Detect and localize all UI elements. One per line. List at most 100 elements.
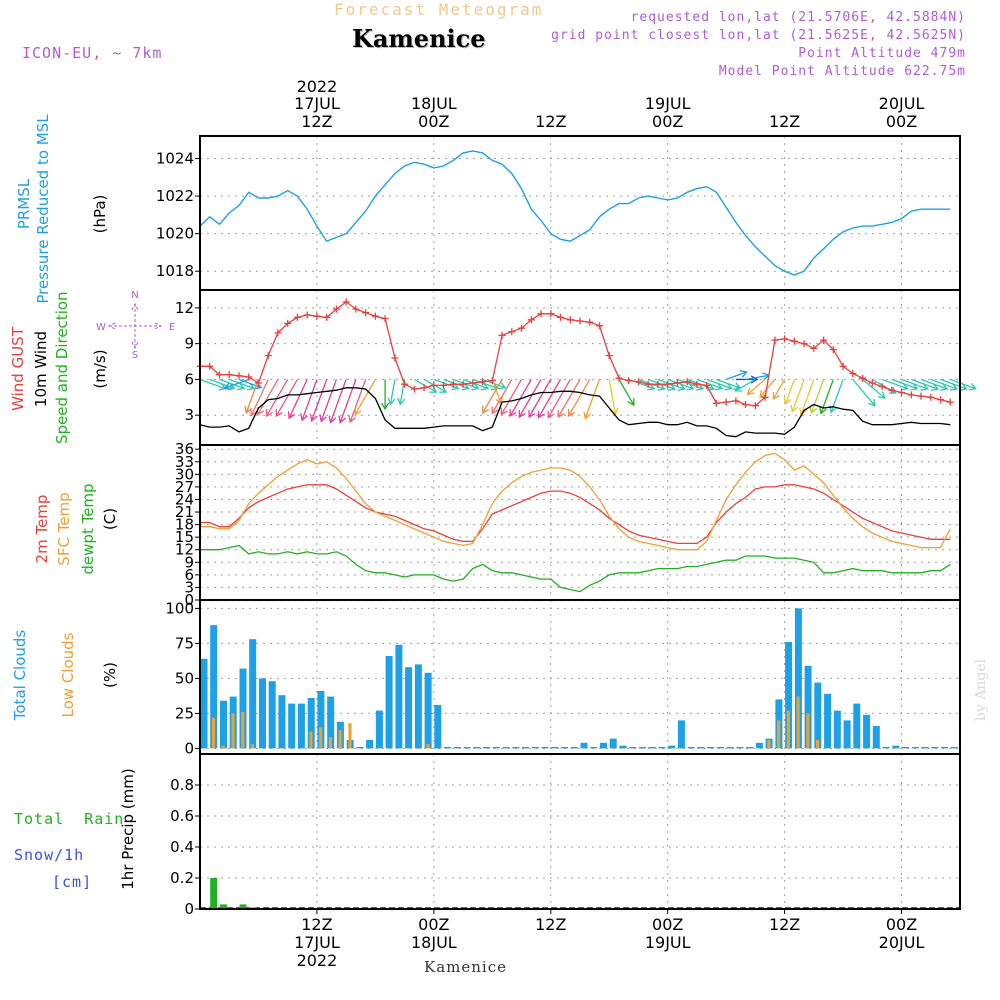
top-hour-label: 00Z — [886, 112, 917, 131]
wind-arrow-head — [677, 383, 686, 392]
wind-series-10m-wind — [199, 387, 951, 438]
low-cloud-bar — [250, 744, 254, 749]
temperature-series-2m-temp — [200, 484, 951, 545]
bottom-hour-label: 12Z — [769, 915, 800, 934]
low-cloud-bar — [426, 744, 430, 749]
gust-marker — [225, 371, 233, 379]
temperature-ytick-label: 21 — [175, 503, 194, 521]
low-cloud-bar — [319, 727, 323, 749]
temperature-ytick-label: 15 — [175, 528, 194, 546]
temperature-series-dewpt-temp — [200, 544, 951, 593]
gust-marker — [371, 312, 379, 320]
total-cloud-bar — [794, 608, 802, 749]
total-cloud-bar — [561, 747, 568, 749]
clouds-ytick-label: 100 — [165, 599, 194, 617]
wind-arrow — [950, 378, 977, 390]
wind-arrow-head — [734, 384, 743, 392]
wind-arrow — [706, 378, 732, 390]
wind-arrow-head — [275, 409, 283, 418]
gust-marker — [859, 374, 867, 382]
bottom-date-label: 19JUL — [645, 933, 691, 952]
total-cloud-bar — [453, 747, 461, 749]
wind-arrow-head — [244, 405, 253, 415]
wind-arrow — [245, 379, 260, 414]
temperature-ytick-label: 0 — [184, 591, 194, 609]
wind-arrow — [472, 378, 499, 390]
wind-arrow — [745, 374, 769, 381]
temperature-panel-frame — [199, 444, 961, 601]
wind-arrow-head — [819, 406, 827, 415]
wind-panel-frame — [199, 289, 961, 446]
compass-rose — [107, 302, 163, 350]
gust-marker — [820, 336, 828, 344]
wind-arrow-head — [518, 410, 526, 419]
gust-marker — [498, 331, 506, 339]
wind-arrow — [920, 378, 948, 390]
total-cloud-bar — [375, 710, 383, 749]
pressure-ytick-label: 1020 — [156, 225, 194, 243]
total-cloud-bar — [522, 747, 529, 749]
temperature-series-sfc-temp — [200, 452, 951, 551]
total-cloud-bar — [297, 703, 305, 749]
gust-marker — [596, 322, 603, 330]
total-cloud-bar — [736, 747, 744, 749]
wind-arrow — [881, 378, 908, 390]
total-cloud-bar — [220, 700, 227, 749]
wind-arrow-head — [809, 405, 818, 415]
gust-marker — [401, 380, 409, 388]
rain-bar — [210, 878, 218, 909]
wind-arrow — [414, 378, 437, 393]
wind-arrow — [238, 378, 262, 389]
precip-panel-frame — [199, 753, 961, 910]
precip-ytick-label: 0 — [184, 900, 194, 918]
wind-arrow — [266, 379, 289, 417]
wind-arrow-head — [354, 407, 362, 416]
wind-arrow-head — [387, 397, 396, 406]
total-cloud-bar — [570, 747, 578, 749]
low-cloud-bar — [309, 731, 313, 749]
total-cloud-bar — [726, 747, 734, 749]
wind-arrow-head — [868, 398, 876, 407]
total-cloud-bar — [424, 672, 432, 749]
total-cloud-bar — [707, 747, 715, 749]
wind-arrow — [275, 379, 298, 417]
gust-marker — [420, 384, 428, 392]
bottom-date-label: 20JUL — [879, 933, 925, 952]
top-date-label: 20JUL — [879, 94, 925, 113]
wind-arrow-head — [790, 404, 799, 413]
gust-marker — [839, 362, 847, 370]
total-cloud-bar — [902, 747, 909, 749]
total-cloud-bar — [249, 639, 257, 749]
gust-marker — [449, 380, 457, 388]
gust-marker — [790, 337, 798, 345]
total-cloud-bar — [921, 747, 929, 749]
wind-arrow-head — [223, 382, 232, 390]
wind-arrow-head — [328, 415, 337, 424]
precip-ytick-label: 0.8 — [170, 776, 194, 794]
gust-marker — [323, 313, 331, 321]
gust-marker — [771, 336, 779, 344]
top-hour-label: 12Z — [535, 112, 566, 131]
pressure-series-prmsl — [199, 150, 951, 276]
gust-marker — [644, 380, 652, 388]
wind-arrow-head — [968, 382, 978, 391]
wind-arrow — [901, 378, 928, 390]
wind-arrow-head — [300, 413, 308, 422]
total-cloud-bar — [531, 747, 539, 749]
wind-arrow — [696, 378, 723, 390]
gust-marker — [703, 381, 711, 389]
top-date-label: 18JUL — [411, 94, 457, 113]
total-cloud-bar — [697, 747, 705, 749]
wind-arrow-head — [900, 382, 909, 391]
total-cloud-bar — [687, 747, 695, 749]
gust-marker — [264, 352, 272, 360]
total-cloud-bar — [648, 747, 656, 749]
gust-marker — [712, 399, 720, 407]
wind-arrow — [329, 379, 347, 423]
precip-ytick-label: 0.6 — [170, 807, 194, 825]
wind-arrow — [349, 379, 367, 423]
total-cloud-bar — [444, 747, 452, 749]
wind-arrow — [911, 378, 939, 390]
rain-bar — [239, 904, 247, 909]
